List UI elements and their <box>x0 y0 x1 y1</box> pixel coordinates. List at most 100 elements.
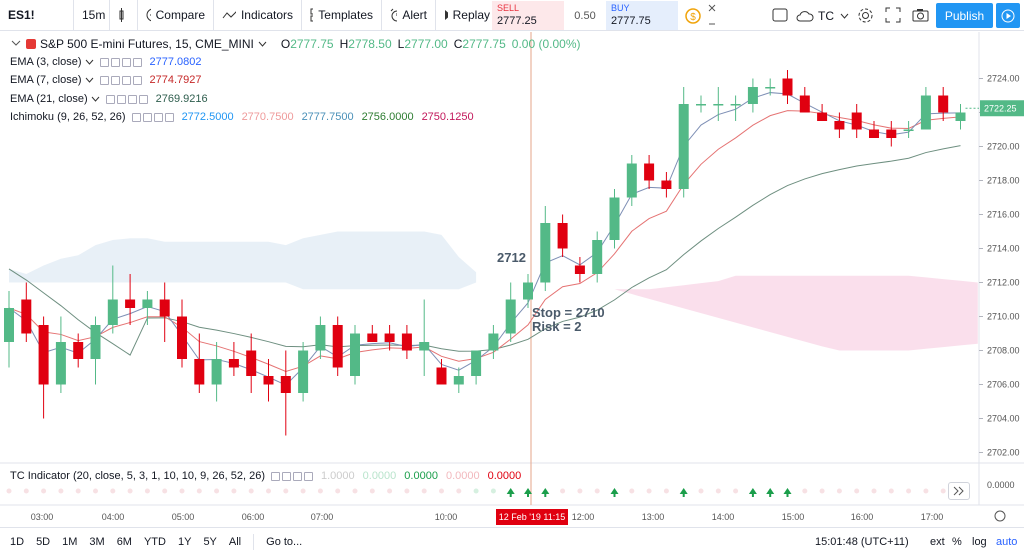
gear-icon[interactable] <box>857 7 874 24</box>
buy-signal-arrow <box>783 488 792 494</box>
auto-scale-toggle[interactable]: auto <box>996 535 1018 548</box>
chevron-down-icon[interactable] <box>91 96 100 102</box>
chart-type-button[interactable] <box>110 0 138 31</box>
level-annotation[interactable]: 2712 <box>497 250 526 265</box>
collapse-icon[interactable] <box>10 39 22 49</box>
candle-body <box>159 299 170 317</box>
chevron-down-icon[interactable] <box>85 77 94 83</box>
ema3-value: 2777.0802 <box>149 56 202 68</box>
indicator-scale-label: 0.0000 <box>987 480 1015 490</box>
ichimoku-cloud-bearish <box>406 275 978 351</box>
compare-button[interactable]: Compare <box>138 0 214 31</box>
time-tick-label: 17:00 <box>921 512 944 522</box>
time-tick-label: 03:00 <box>31 512 54 522</box>
tc-value-2: 0.0000 <box>362 470 397 482</box>
play-circle-icon <box>1001 9 1015 22</box>
chevron-down-icon[interactable] <box>85 59 94 65</box>
signal-dot <box>127 488 133 494</box>
time-tick-label: 07:00 <box>311 512 334 522</box>
layout-selector[interactable]: TC <box>796 0 849 31</box>
candle-body <box>903 129 914 131</box>
candle-body <box>228 359 239 368</box>
legend-buttons[interactable] <box>105 94 148 104</box>
extended-hours-toggle[interactable]: ext <box>930 535 945 548</box>
info-button[interactable]: $ <box>678 1 708 31</box>
publish-arrow-button[interactable] <box>996 3 1020 28</box>
price-tick-label: 2714.00 <box>987 244 1020 254</box>
buy-signal-arrow <box>679 488 688 494</box>
close-icon[interactable] <box>708 4 716 12</box>
signal-dot <box>854 488 860 494</box>
signal-dot <box>594 488 600 494</box>
ichimoku-lead1-value: 2756.0000 <box>361 111 414 123</box>
price-tick-label: 2702.00 <box>987 448 1020 458</box>
camera-icon[interactable] <box>912 8 929 22</box>
candle-body <box>505 299 516 334</box>
candle-body <box>955 112 966 121</box>
candle-body <box>523 282 533 300</box>
low-value: 2777.00 <box>404 37 448 51</box>
signal-dot <box>663 488 669 494</box>
candle-body <box>644 163 655 181</box>
range-button-1y[interactable]: 1Y <box>177 535 192 548</box>
price-tick-label: 2704.00 <box>987 414 1020 424</box>
buy-signal-arrow <box>541 488 550 494</box>
alert-label: Alert <box>402 8 427 22</box>
percent-scale-toggle[interactable]: % <box>952 535 962 548</box>
range-button-1d[interactable]: 1D <box>10 535 25 548</box>
signal-dot <box>819 488 825 494</box>
chevron-down-icon[interactable] <box>258 41 267 47</box>
candles-icon <box>119 8 124 22</box>
log-scale-toggle[interactable]: log <box>972 535 987 548</box>
sell-button[interactable]: SELL 2777.25 <box>492 1 564 30</box>
time-tick-label: 13:00 <box>642 512 665 522</box>
signal-dot <box>473 488 479 494</box>
clock[interactable]: 15:01:48 (UTC+11) <box>815 535 909 548</box>
alert-button[interactable]: Alert <box>382 0 436 31</box>
chart-area[interactable]: 2724.002722.002720.002718.002716.002714.… <box>0 32 1024 527</box>
signal-dot <box>698 488 704 494</box>
main-series-legend: S&P 500 E-mini Futures, 15, CME_MINI O 27… <box>10 37 581 51</box>
current-price-label-bg <box>980 100 1024 117</box>
candle-body <box>211 359 222 385</box>
time-tick-label: 04:00 <box>102 512 125 522</box>
templates-button[interactable]: Templates <box>302 0 382 31</box>
signal-dot <box>75 488 81 494</box>
ichimoku-conversion-value: 2772.5000 <box>181 111 234 123</box>
legend-buttons[interactable] <box>131 112 174 122</box>
symbol-search[interactable]: ES1! <box>0 0 74 31</box>
select-box-icon[interactable] <box>772 8 788 22</box>
range-button-5y[interactable]: 5Y <box>203 535 217 548</box>
range-button-5d[interactable]: 5D <box>36 535 51 548</box>
range-button-3m[interactable]: 3M <box>89 535 105 548</box>
symbol-name: ES1! <box>8 8 35 22</box>
signal-dot <box>23 488 29 494</box>
legend-buttons[interactable] <box>99 75 142 85</box>
range-button-ytd[interactable]: YTD <box>143 535 166 548</box>
plus-circle-icon <box>146 8 151 22</box>
scroll-to-realtime-button[interactable] <box>948 482 970 500</box>
signal-dot <box>802 488 808 494</box>
indicators-button[interactable]: Indicators <box>214 0 302 31</box>
spread-value: 0.50 <box>574 10 596 22</box>
legend-buttons[interactable] <box>99 57 142 67</box>
goto-button[interactable]: Go to... <box>266 535 303 548</box>
candle-body <box>55 342 66 385</box>
fullscreen-icon[interactable] <box>885 7 901 23</box>
signal-dot <box>248 488 254 494</box>
risk-annotation[interactable]: Risk = 2 <box>532 319 582 334</box>
minus-icon[interactable] <box>708 20 716 28</box>
buy-button[interactable]: BUY 2777.75 <box>606 1 678 30</box>
compare-label: Compare <box>155 8 205 22</box>
interval-selector[interactable]: 15m <box>74 0 110 31</box>
range-button-6m[interactable]: 6M <box>116 535 132 548</box>
legend-buttons[interactable] <box>270 471 313 481</box>
range-button-1m[interactable]: 1M <box>62 535 78 548</box>
signal-dot <box>906 488 912 494</box>
replay-button[interactable]: Replay <box>436 0 498 31</box>
buy-signal-arrow-stem <box>509 494 512 497</box>
publish-button[interactable]: Publish <box>936 3 993 28</box>
candle-body <box>453 376 464 385</box>
stop-annotation[interactable]: Stop = 2710 <box>532 305 605 320</box>
range-button-all[interactable]: All <box>228 535 242 548</box>
